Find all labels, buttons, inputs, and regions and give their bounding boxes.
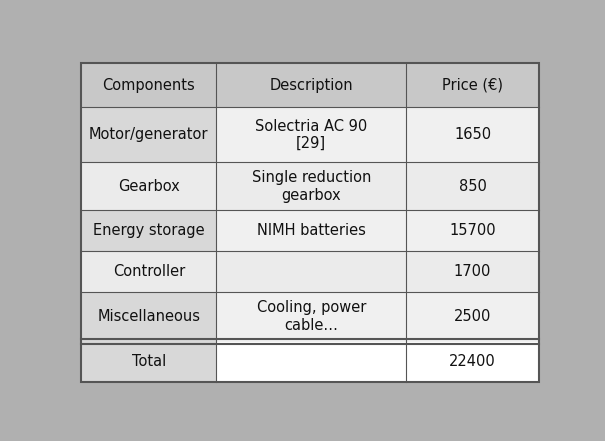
Bar: [216, 108, 406, 162]
Bar: [81, 162, 216, 210]
Bar: [81, 341, 216, 382]
Bar: [216, 341, 406, 382]
Bar: [406, 292, 539, 341]
Bar: [406, 341, 539, 382]
Text: Description: Description: [269, 78, 353, 93]
Text: 1650: 1650: [454, 127, 491, 142]
Bar: [216, 292, 406, 341]
Text: Single reduction
gearbox: Single reduction gearbox: [252, 170, 371, 202]
Bar: [81, 63, 216, 108]
Bar: [216, 63, 406, 108]
Bar: [81, 292, 216, 341]
Bar: [216, 251, 406, 292]
Text: Controller: Controller: [113, 264, 185, 279]
Text: Motor/generator: Motor/generator: [89, 127, 209, 142]
Bar: [406, 108, 539, 162]
Text: Price (€): Price (€): [442, 78, 503, 93]
Text: Total: Total: [132, 355, 166, 370]
Text: 22400: 22400: [449, 355, 496, 370]
Text: 15700: 15700: [449, 223, 496, 238]
Text: Energy storage: Energy storage: [93, 223, 204, 238]
Bar: [81, 108, 216, 162]
Text: Gearbox: Gearbox: [118, 179, 180, 194]
Text: Miscellaneous: Miscellaneous: [97, 309, 200, 324]
Bar: [406, 162, 539, 210]
Text: Solectria AC 90
[29]: Solectria AC 90 [29]: [255, 119, 367, 151]
Text: 850: 850: [459, 179, 486, 194]
Text: Components: Components: [102, 78, 195, 93]
Bar: [406, 210, 539, 251]
Bar: [216, 162, 406, 210]
Bar: [81, 251, 216, 292]
Text: 1700: 1700: [454, 264, 491, 279]
Bar: [406, 251, 539, 292]
Text: 2500: 2500: [454, 309, 491, 324]
Bar: [216, 210, 406, 251]
Bar: [81, 210, 216, 251]
Text: NIMH batteries: NIMH batteries: [257, 223, 365, 238]
Bar: [406, 63, 539, 108]
Text: Cooling, power
cable…: Cooling, power cable…: [257, 300, 366, 333]
